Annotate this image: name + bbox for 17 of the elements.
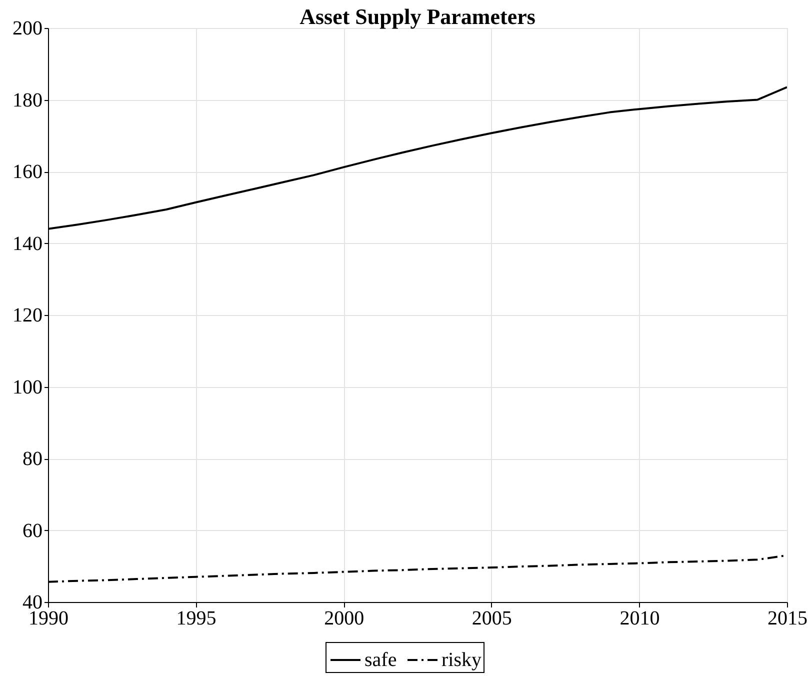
- y-tick-label: 200: [12, 18, 42, 40]
- chart-title: Asset Supply Parameters: [300, 4, 536, 29]
- x-tick-label: 2010: [620, 608, 660, 630]
- x-tick-label: 2015: [768, 608, 808, 630]
- legend-label: risky: [442, 649, 482, 671]
- y-tick-label: 120: [12, 304, 42, 326]
- x-tick-label: 1995: [176, 608, 216, 630]
- y-tick-label: 100: [12, 376, 42, 398]
- x-tick-label: 2005: [472, 608, 512, 630]
- y-tick-label: 180: [12, 89, 42, 112]
- y-tick-label: 140: [12, 232, 42, 255]
- y-tick-label: 80: [22, 448, 42, 470]
- legend-label: safe: [364, 649, 397, 671]
- y-tick-label: 60: [22, 520, 42, 542]
- x-tick-label: 2000: [324, 608, 364, 630]
- x-tick-label: 1990: [28, 608, 68, 630]
- y-tick-label: 160: [12, 161, 42, 183]
